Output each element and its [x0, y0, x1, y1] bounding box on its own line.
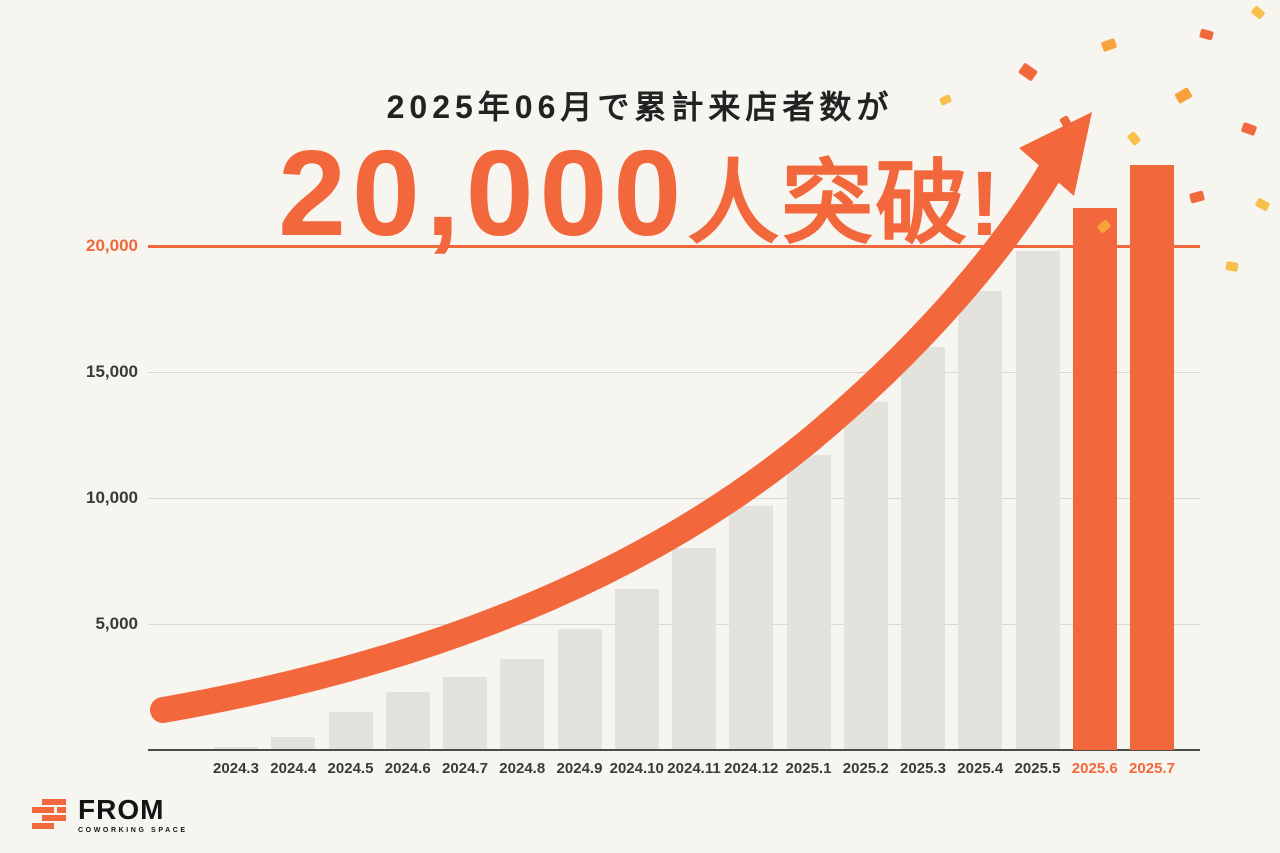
bar-2024.7 [443, 676, 487, 750]
bar-2025.2 [843, 402, 888, 750]
x-axis-label-2024.11: 2024.11 [667, 760, 721, 777]
x-axis-label-2024.8: 2024.8 [499, 760, 546, 777]
x-axis-label-2024.9: 2024.9 [556, 760, 603, 777]
bar-2025.5 [1015, 251, 1060, 750]
x-axis-label-2024.10: 2024.10 [609, 760, 664, 777]
x-axis-label-2024.4: 2024.4 [270, 760, 317, 777]
bar-2024.6 [385, 692, 430, 750]
logo-subtext: COWORKING SPACE [78, 827, 188, 834]
bar-2025.6 [1072, 208, 1117, 750]
chart-headline: 20,000 人突破! [0, 132, 1280, 254]
confetti-piece-icon [1225, 261, 1239, 272]
bar-2024.12 [729, 505, 774, 750]
x-axis-label-2025.2: 2025.2 [842, 760, 889, 777]
x-axis-label-2025.6: 2025.6 [1071, 760, 1118, 777]
bar-2024.9 [557, 629, 602, 750]
headline-number: 20,000 [278, 125, 688, 261]
x-axis-label-2024.7: 2024.7 [442, 760, 488, 777]
company-logo: FROM COWORKING SPACE [30, 796, 188, 834]
logo-text: FROM COWORKING SPACE [78, 794, 188, 835]
x-axis-label-2024.3: 2024.3 [213, 760, 259, 777]
x-axis-label-2024.5: 2024.5 [327, 760, 374, 777]
chart-header: 2025年06月で累計来店者数が 20,000 人突破! [0, 0, 1280, 254]
headline-suffix: 人突破! [687, 153, 1002, 255]
x-axis-label-2024.6: 2024.6 [384, 760, 431, 777]
chart-subtitle: 2025年06月で累計来店者数が [386, 89, 894, 125]
y-axis-tick-label: 10,000 [86, 488, 138, 507]
bar-2024.3 [214, 747, 258, 750]
y-axis-tick-label: 5,000 [95, 614, 138, 633]
y-axis-tick-label: 20,000 [86, 236, 138, 255]
x-axis-label-2024.12: 2024.12 [724, 760, 779, 777]
logo-name: FROM [78, 794, 165, 825]
bar-2024.4 [271, 737, 316, 750]
x-axis-line [148, 749, 1200, 751]
bar-2024.10 [614, 588, 659, 750]
x-axis-label-2025.7: 2025.7 [1129, 760, 1175, 777]
bar-2025.7 [1130, 165, 1174, 750]
x-axis-label-2025.5: 2025.5 [1014, 760, 1061, 777]
x-axis-label-2025.1: 2025.1 [785, 760, 832, 777]
bar-2025.3 [901, 346, 945, 750]
bar-2024.8 [500, 659, 545, 750]
y-axis-tick-label: 15,000 [86, 362, 138, 381]
bar-2025.4 [958, 291, 1003, 750]
logo-bricks-icon [32, 799, 66, 829]
bar-2025.1 [786, 455, 831, 750]
x-axis-label-2025.3: 2025.3 [900, 760, 946, 777]
bar-2024.11 [672, 548, 716, 750]
bar-2024.5 [328, 712, 373, 750]
x-axis-label-2025.4: 2025.4 [957, 760, 1004, 777]
